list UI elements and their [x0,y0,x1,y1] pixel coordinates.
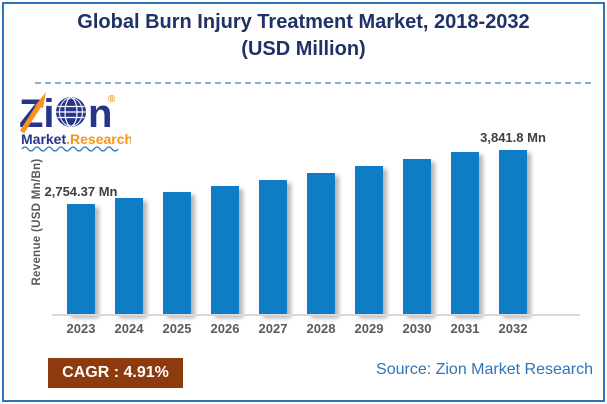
plot-area: 2,754.37 Mn 3,841.8 Mn [45,130,546,315]
x-tick-2025: 2025 [162,321,192,336]
bar-value-label-2032: 3,841.8 Mn [480,130,546,145]
x-tick-2032: 2032 [498,321,528,336]
bar-2032 [499,150,527,315]
bar-2031 [451,151,479,315]
x-axis-line [52,314,580,316]
logo-wavy-underline [21,146,119,152]
bar-slot-2024 [105,130,153,315]
bar-2030 [403,159,431,315]
chart-title-line1: Global Burn Injury Treatment Market, 201… [77,11,530,33]
bar-slot-2026 [201,130,249,315]
globe-icon [56,97,86,127]
x-tick-2029: 2029 [354,321,384,336]
x-tick-2030: 2030 [402,321,432,336]
x-tick-2026: 2026 [210,321,240,336]
x-tick-2023: 2023 [66,321,96,336]
bar-slot-2027 [249,130,297,315]
zion-market-research-logo: Zi n ® Market.Research [19,92,131,152]
x-tick-2024: 2024 [114,321,144,336]
logo-subtext: Market.Research [21,131,131,147]
bar-slot-2030 [393,130,441,315]
bar-value-label-2023: 2,754.37 Mn [44,183,118,199]
bar-2025 [163,192,191,315]
bar-slot-2028 [297,130,345,315]
bar-slot-2025 [153,130,201,315]
bar-slot-2023: 2,754.37 Mn [45,130,118,315]
bar-slot-2031 [441,130,489,315]
bar-2023 [67,203,95,315]
source-text: Source: Zion Market Research [376,361,593,378]
x-tick-2031: 2031 [450,321,480,336]
x-tick-2028: 2028 [306,321,336,336]
bar-slot-2032: 3,841.8 Mn [480,130,546,315]
logo-text-n: n [88,92,112,136]
cagr-badge: CAGR : 4.91% [48,358,183,388]
bar-2028 [307,173,335,315]
bar-2027 [259,179,287,315]
chart-title-line2: (USD Million) [241,38,366,60]
arrow-icon [19,92,46,134]
chart-title: Global Burn Injury Treatment Market, 201… [0,9,607,63]
x-axis-labels: 2023 2024 2025 2026 2027 2028 2029 2030 2031 2032 [57,321,537,336]
dashed-divider [35,82,591,84]
y-axis-label: Revenue (USD Mn/Bn) [31,158,43,286]
bar-2026 [211,186,239,315]
bar-slot-2029 [345,130,393,315]
bar-2029 [355,166,383,315]
bar-2024 [115,198,143,315]
x-tick-2027: 2027 [258,321,288,336]
registered-mark: ® [108,94,116,105]
